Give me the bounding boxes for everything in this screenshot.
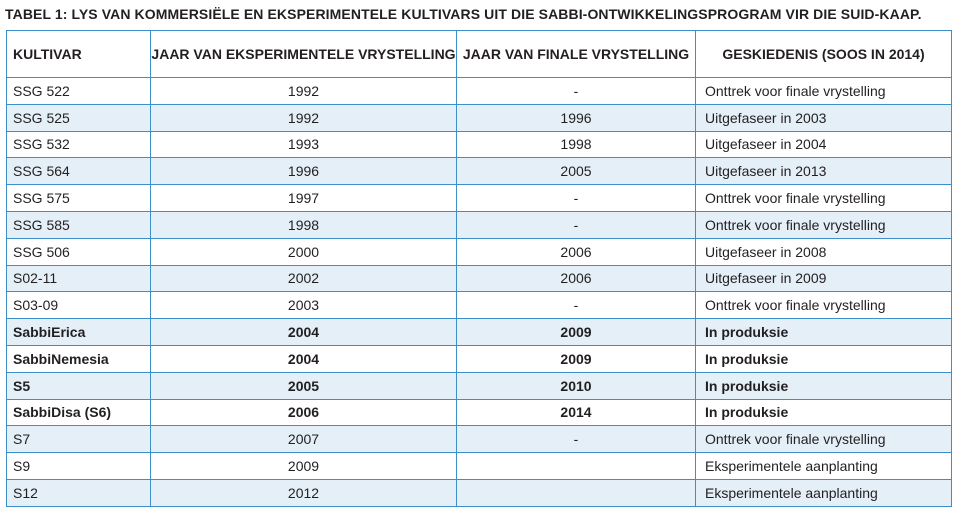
cell-kultivar: SabbiDisa (S6)	[6, 398, 151, 427]
cell-final-release: -	[456, 184, 696, 212]
cell-history: Onttrek voor finale vrystelling	[695, 77, 952, 105]
cell-kultivar: SabbiNemesia	[6, 344, 151, 373]
cell-final-release: 2010	[456, 371, 696, 400]
cell-experimental-release: 2004	[150, 344, 457, 373]
cell-final-release: -	[456, 291, 696, 320]
cell-final-release: 2014	[456, 398, 696, 427]
cell-history: In produksie	[695, 318, 952, 346]
cell-final-release	[456, 478, 696, 507]
cell-final-release: 1998	[456, 130, 696, 159]
cell-kultivar: SSG 532	[6, 130, 151, 159]
table-row: S9 2009 Eksperimentele aanplanting	[6, 452, 952, 480]
cell-history: Uitgefaseer in 2004	[695, 130, 952, 159]
cell-experimental-release: 2003	[150, 291, 457, 320]
table-caption: TABEL 1: LYS VAN KOMMERSIËLE EN EKSPERIM…	[5, 6, 922, 22]
header-experimental-release: JAAR VAN EKSPERIMENTELE VRYSTELLING	[150, 30, 457, 78]
table-row: SSG 532 1993 1998 Uitgefaseer in 2004	[6, 130, 952, 159]
cell-kultivar: S7	[6, 425, 151, 454]
cell-experimental-release: 1993	[150, 130, 457, 159]
cell-final-release: -	[456, 210, 696, 239]
table-row: SSG 564 1996 2005 Uitgefaseer in 2013	[6, 157, 952, 186]
cell-history: Uitgefaseer in 2013	[695, 157, 952, 186]
cell-experimental-release: 1998	[150, 210, 457, 239]
cell-kultivar: SSG 525	[6, 103, 151, 132]
table-body: SSG 522 1992- Onttrek voor finale vrystell…	[6, 77, 952, 507]
cell-history: In produksie	[695, 344, 952, 373]
cell-kultivar: S03-09	[6, 291, 151, 320]
cell-kultivar: S5	[6, 371, 151, 400]
table-row: S12 2012 Eksperimentele aanplanting	[6, 478, 952, 507]
cell-history: Uitgefaseer in 2009	[695, 264, 952, 293]
cell-final-release: -	[456, 425, 696, 454]
cell-kultivar: S12	[6, 478, 151, 507]
cell-kultivar: SSG 585	[6, 210, 151, 239]
cell-history: Onttrek voor finale vrystelling	[695, 210, 952, 239]
cell-history: Eksperimentele aanplanting	[695, 452, 952, 480]
cell-experimental-release: 1996	[150, 157, 457, 186]
table-row: S03-09 2003- Onttrek voor finale vrystelli…	[6, 291, 952, 320]
table-row: SabbiNemesia 2004 2009 In produksie	[6, 344, 952, 373]
cell-experimental-release: 2012	[150, 478, 457, 507]
cell-final-release	[456, 452, 696, 480]
cell-final-release: 2009	[456, 344, 696, 373]
cell-final-release: 2006	[456, 264, 696, 293]
header-row: KULTIVAR JAAR VAN EKSPERIMENTELE VRYSTEL…	[6, 30, 952, 78]
cell-experimental-release: 2004	[150, 318, 457, 346]
cell-experimental-release: 2005	[150, 371, 457, 400]
table-row: SSG 525 1992 1996 Uitgefaseer in 2003	[6, 103, 952, 132]
cell-history: Eksperimentele aanplanting	[695, 478, 952, 507]
cell-experimental-release: 2006	[150, 398, 457, 427]
table-row: SSG 575 1997- Onttrek voor finale vrystell…	[6, 184, 952, 212]
cell-kultivar: SSG 564	[6, 157, 151, 186]
table-row: S7 2007- Onttrek voor finale vrystelling	[6, 425, 952, 454]
table-row: SabbiDisa (S6) 2006 2014 In produksie	[6, 398, 952, 427]
cultivar-table: KULTIVAR JAAR VAN EKSPERIMENTELE VRYSTEL…	[6, 30, 952, 507]
header-history: GESKIEDENIS (SOOS IN 2014)	[695, 30, 952, 78]
cell-kultivar: S02-11	[6, 264, 151, 293]
table-row: SSG 506 2000 2006 Uitgefaseer in 2008	[6, 237, 952, 266]
cell-final-release: 2005	[456, 157, 696, 186]
table-row: S5 2005 2010 In produksie	[6, 371, 952, 400]
cell-kultivar: SSG 506	[6, 237, 151, 266]
cell-experimental-release: 1992	[150, 103, 457, 132]
cell-experimental-release: 2009	[150, 452, 457, 480]
cell-history: Onttrek voor finale vrystelling	[695, 425, 952, 454]
table-row: SabbiErica 2004 2009 In produksie	[6, 318, 952, 346]
cell-final-release: -	[456, 77, 696, 105]
cell-experimental-release: 1992	[150, 77, 457, 105]
table-row: SSG 585 1998- Onttrek voor finale vrystell…	[6, 210, 952, 239]
table-row: S02-11 2002 2006 Uitgefaseer in 2009	[6, 264, 952, 293]
cell-history: In produksie	[695, 398, 952, 427]
cell-history: Onttrek voor finale vrystelling	[695, 184, 952, 212]
cell-final-release: 2006	[456, 237, 696, 266]
cell-experimental-release: 1997	[150, 184, 457, 212]
cell-kultivar: SabbiErica	[6, 318, 151, 346]
cell-experimental-release: 2002	[150, 264, 457, 293]
cell-kultivar: SSG 522	[6, 77, 151, 105]
header-final-release: JAAR VAN FINALE VRYSTELLING	[456, 30, 696, 78]
table-header: KULTIVAR JAAR VAN EKSPERIMENTELE VRYSTEL…	[6, 30, 952, 78]
cell-final-release: 2009	[456, 318, 696, 346]
cell-kultivar: SSG 575	[6, 184, 151, 212]
cell-history: Uitgefaseer in 2003	[695, 103, 952, 132]
cell-final-release: 1996	[456, 103, 696, 132]
cell-history: Onttrek voor finale vrystelling	[695, 291, 952, 320]
table-row: SSG 522 1992- Onttrek voor finale vrystell…	[6, 77, 952, 105]
cell-history: In produksie	[695, 371, 952, 400]
cell-experimental-release: 2000	[150, 237, 457, 266]
header-kultivar: KULTIVAR	[6, 30, 151, 78]
cell-experimental-release: 2007	[150, 425, 457, 454]
cell-history: Uitgefaseer in 2008	[695, 237, 952, 266]
cell-kultivar: S9	[6, 452, 151, 480]
